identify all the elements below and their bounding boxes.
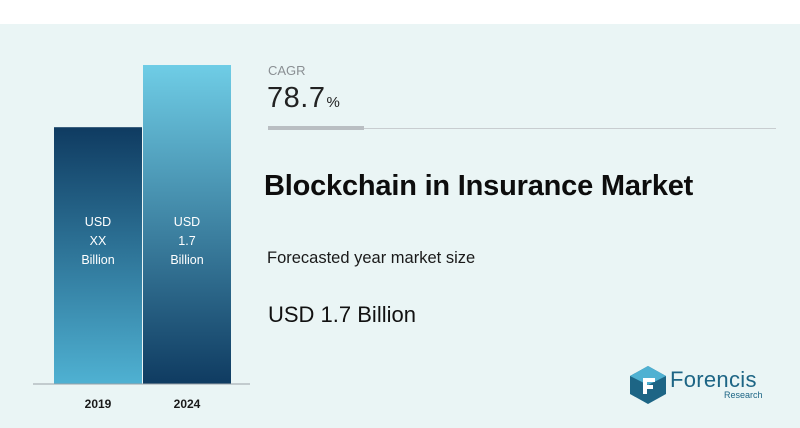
bar-value-label: USD 1.7 Billion bbox=[170, 215, 204, 267]
cagr-number: 78.7 bbox=[267, 82, 326, 114]
forecast-value: USD 1.7 Billion bbox=[268, 302, 416, 327]
market-title: Blockchain in Insurance Market bbox=[264, 170, 694, 202]
cagr-underline bbox=[268, 126, 364, 130]
bar-2024 bbox=[143, 65, 231, 384]
cagr-unit: % bbox=[326, 94, 341, 111]
brand-logo: Forencis Research bbox=[628, 364, 764, 406]
bar-2019 bbox=[54, 127, 142, 384]
forencis-logo-icon bbox=[630, 366, 666, 404]
cagr-label: CAGR bbox=[268, 63, 306, 78]
divider-line bbox=[364, 128, 776, 129]
bar-value-label: USD XX Billion bbox=[81, 215, 115, 267]
cagr-value: 78.7% bbox=[267, 82, 340, 115]
x-tick-label: 2019 bbox=[84, 397, 112, 411]
brand-subtitle: Research bbox=[724, 390, 763, 400]
forecast-label: Forecasted year market size bbox=[267, 249, 476, 267]
brand-name: Forencis bbox=[670, 367, 757, 392]
x-tick-label: 2024 bbox=[173, 397, 201, 411]
